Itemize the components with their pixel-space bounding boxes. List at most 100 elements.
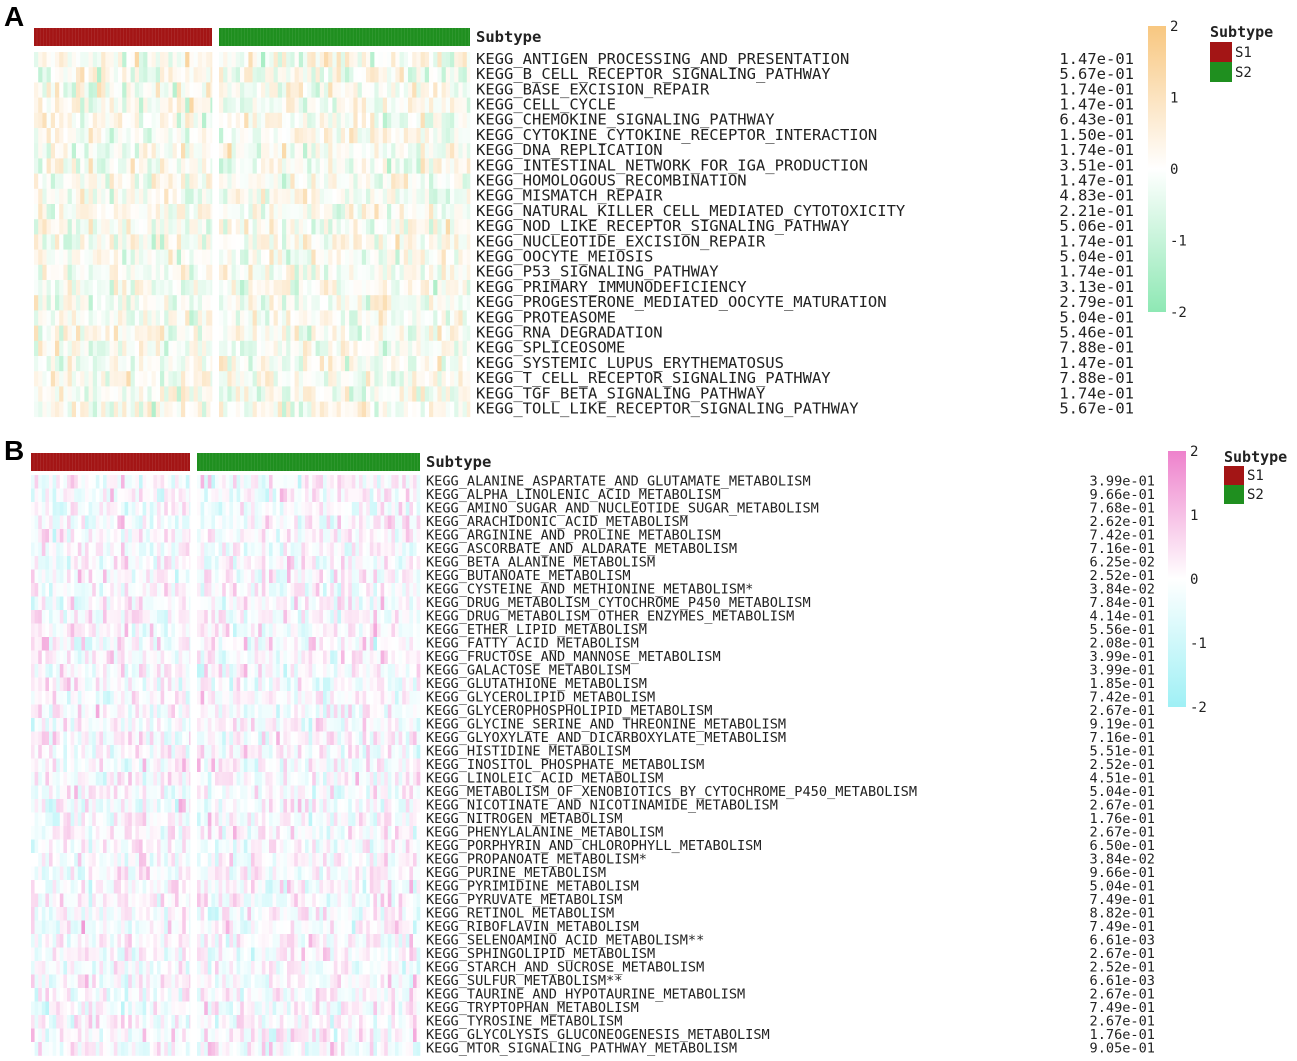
- heatmap-cell: [355, 677, 360, 692]
- heatmap-cell: [450, 310, 455, 326]
- heatmap-cell: [146, 569, 151, 584]
- heatmap-cell: [265, 704, 270, 719]
- heatmap-cell: [315, 219, 321, 235]
- heatmap-cell: [328, 249, 333, 266]
- heatmap-cell: [34, 280, 39, 296]
- heatmap-cell: [204, 475, 209, 489]
- heatmap-cell: [366, 128, 371, 144]
- heatmap-cell: [283, 596, 288, 611]
- heatmap-cell: [395, 82, 400, 98]
- heatmap-cell: [303, 67, 308, 83]
- heatmap-cell: [110, 596, 115, 611]
- heatmap-cell: [178, 502, 183, 516]
- heatmap-cell: [286, 280, 291, 296]
- heatmap-cell: [211, 488, 216, 503]
- heatmap-cell: [128, 556, 133, 570]
- heatmap-cell: [85, 731, 89, 746]
- heatmap-cell: [211, 623, 216, 638]
- heatmap-cell: [106, 515, 111, 530]
- heatmap-cell: [377, 731, 381, 746]
- heatmap-cell: [41, 529, 46, 543]
- heatmap-cell: [337, 596, 342, 611]
- heatmap-cell: [143, 219, 148, 235]
- heatmap-cell: [128, 637, 133, 651]
- heatmap-cell: [34, 97, 39, 114]
- heatmap-cell: [328, 219, 333, 235]
- heatmap-cell: [258, 515, 263, 530]
- heatmap-cell: [336, 112, 342, 129]
- heatmap-cell: [408, 401, 413, 418]
- heatmap-cell: [225, 691, 230, 705]
- heatmap-cell: [210, 173, 213, 190]
- heatmap-cell: [229, 664, 234, 678]
- heatmap-cell: [77, 529, 82, 543]
- heatmap-cell: [399, 204, 405, 220]
- heatmap-cell: [130, 188, 136, 205]
- heatmap-cell: [126, 67, 131, 83]
- heatmap-cell: [416, 637, 421, 651]
- heatmap-cell: [202, 371, 207, 387]
- heatmap-cell: [378, 325, 384, 342]
- heatmap-cell: [76, 249, 81, 266]
- heatmap-cell: [269, 623, 273, 638]
- heatmap-cell: [59, 569, 64, 584]
- heatmap-cell: [355, 731, 360, 746]
- heatmap-row: [34, 386, 471, 402]
- heatmap-cell: [441, 204, 447, 220]
- heatmap-cell: [420, 264, 426, 281]
- heatmap-cell: [462, 188, 468, 205]
- heatmap-cell: [49, 556, 53, 570]
- heatmap-cell: [167, 569, 172, 584]
- heatmap-cell: [189, 569, 191, 584]
- heatmap-cell: [143, 173, 148, 190]
- heatmap-cell: [229, 677, 234, 692]
- heatmap-cell: [202, 67, 207, 83]
- heatmap-cell: [353, 295, 358, 311]
- heatmap-cell: [181, 356, 186, 372]
- heatmap-cell: [283, 502, 288, 516]
- heatmap-cell: [171, 475, 176, 489]
- heatmap-cell: [256, 82, 262, 98]
- heatmap-cell: [248, 112, 253, 129]
- heatmap-cell: [243, 623, 248, 638]
- heatmap-cell: [193, 264, 199, 281]
- heatmap-cell: [167, 718, 172, 732]
- heatmap-cell: [176, 67, 182, 83]
- heatmap-cell: [311, 67, 316, 83]
- heatmap-cell: [355, 650, 360, 665]
- heatmap-cell: [307, 371, 312, 387]
- heatmap-cell: [441, 325, 447, 342]
- heatmap-cell: [128, 610, 133, 624]
- heatmap-cell: [290, 67, 295, 83]
- heatmap-cell: [85, 704, 89, 719]
- panel-b-heatmap: [31, 475, 421, 1056]
- heatmap-cell: [227, 204, 232, 220]
- heatmap-cell: [223, 158, 228, 174]
- heatmap-cell: [382, 249, 388, 266]
- heatmap-cell: [336, 97, 342, 114]
- heatmap-cell: [319, 264, 325, 281]
- heatmap-cell: [305, 596, 309, 611]
- heatmap-cell: [130, 158, 136, 174]
- heatmap-row: [34, 112, 471, 129]
- heatmap-cell: [380, 502, 385, 516]
- heatmap-cell: [403, 188, 409, 205]
- heatmap-cell: [189, 340, 194, 357]
- heatmap-cell: [441, 371, 447, 387]
- heatmap-cell: [34, 610, 39, 624]
- heatmap-cell: [97, 82, 102, 98]
- heatmap-cell: [200, 515, 205, 530]
- heatmap-cell: [34, 340, 39, 357]
- heatmap-cell: [348, 623, 353, 638]
- heatmap-cell: [433, 173, 438, 190]
- heatmap-cell: [391, 691, 396, 705]
- heatmap-cell: [256, 310, 262, 326]
- heatmap-cell: [409, 664, 414, 678]
- heatmap-cell: [409, 718, 414, 732]
- heatmap-cell: [197, 515, 201, 530]
- heatmap-cell: [38, 569, 43, 584]
- heatmap-cell: [370, 188, 375, 205]
- heatmap-cell: [373, 650, 378, 665]
- heatmap-row: [31, 623, 421, 638]
- heatmap-cell: [52, 610, 57, 624]
